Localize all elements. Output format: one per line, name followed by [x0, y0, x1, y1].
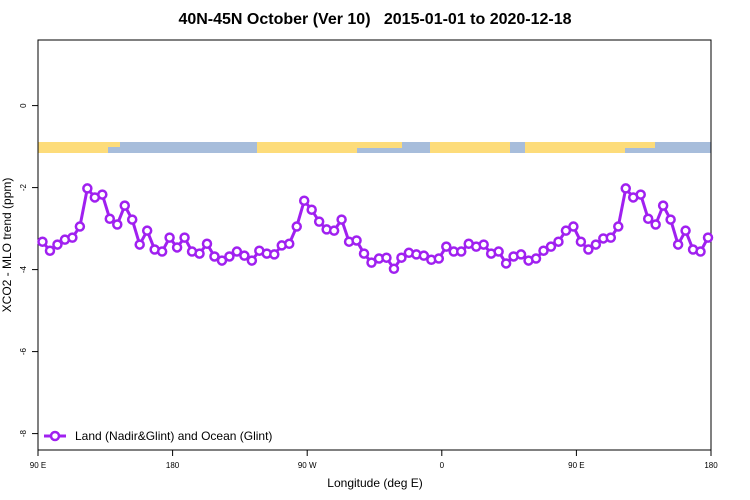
data-point	[538, 245, 549, 256]
data-point	[313, 216, 325, 227]
data-point	[575, 236, 587, 247]
land-ocean-strip	[38, 142, 711, 153]
chart-title: 40N-45N October (Ver 10) 2015-01-01 to 2…	[178, 11, 571, 28]
data-point	[605, 232, 617, 243]
y-axis-label: XCO2 - MLO trend (ppm)	[0, 178, 14, 313]
data-point	[156, 246, 168, 257]
data-point	[74, 221, 86, 232]
data-point	[328, 225, 340, 236]
data-point	[650, 219, 661, 230]
legend: Land (Nadir&Glint) and Ocean (Glint)	[44, 429, 272, 443]
y-tick-label: -4	[19, 265, 28, 273]
data-point	[141, 225, 153, 236]
plot-frame	[37, 39, 712, 451]
data-point	[351, 235, 362, 246]
data-point	[82, 183, 93, 194]
data-point	[216, 255, 228, 266]
data-point	[126, 214, 138, 225]
x-tick-label: 90 E	[30, 461, 46, 470]
data-point	[44, 245, 56, 256]
data-point	[112, 219, 123, 230]
data-point	[37, 236, 48, 247]
data-point	[590, 239, 602, 250]
data-point	[553, 236, 564, 247]
x-tick-label: 180	[704, 461, 718, 470]
data-point	[52, 239, 63, 250]
data-point	[500, 258, 512, 269]
data-point	[119, 200, 130, 211]
legend-label: Land (Nadir&Glint) and Ocean (Glint)	[75, 429, 272, 443]
x-tick-label: 0	[440, 461, 445, 470]
data-point	[441, 241, 452, 252]
data-point	[358, 248, 370, 259]
data-point	[568, 221, 579, 232]
data-point	[388, 263, 400, 275]
data-point	[680, 225, 691, 236]
data-point	[291, 221, 302, 232]
data-point	[67, 232, 78, 243]
data-point	[657, 200, 669, 211]
data-point	[269, 249, 280, 260]
x-tick-label: 90 E	[568, 461, 584, 470]
y-tick-label: -8	[19, 429, 28, 437]
data-point	[194, 248, 205, 259]
data-point	[366, 257, 377, 268]
data-point	[171, 242, 183, 253]
legend-marker	[49, 430, 61, 442]
data-point	[695, 246, 706, 257]
x-tick-label: 90 W	[298, 461, 317, 470]
y-tick-label: -6	[19, 347, 28, 355]
data-point	[702, 232, 714, 243]
data-point	[239, 250, 250, 261]
data-point	[231, 246, 243, 257]
x-axis-label: Longitude (deg E)	[327, 476, 422, 490]
data-point	[672, 239, 684, 250]
y-tick-label: -2	[19, 183, 28, 191]
data-point	[336, 214, 347, 225]
data-point	[97, 189, 108, 200]
data-point	[478, 239, 489, 250]
data-point	[433, 253, 445, 264]
data-point	[635, 189, 646, 200]
data-point	[396, 252, 407, 263]
data-point	[298, 195, 310, 206]
data-point	[620, 183, 632, 194]
data-point	[246, 255, 258, 266]
data-point	[665, 214, 676, 225]
data-point	[134, 239, 145, 250]
data-point	[104, 213, 116, 225]
data-point	[418, 250, 430, 261]
data-point	[201, 238, 213, 250]
data-point	[560, 225, 572, 236]
data-point	[284, 238, 295, 250]
data-point	[224, 251, 235, 262]
data-point	[164, 232, 175, 243]
x-tick-label: 180	[166, 461, 180, 470]
data-point	[306, 204, 317, 215]
data-point	[515, 249, 527, 260]
data-point	[613, 221, 624, 232]
data-point	[583, 244, 594, 255]
y-tick-label: 0	[19, 103, 28, 108]
data-point	[381, 252, 392, 263]
data-point	[179, 232, 190, 243]
data-point	[530, 253, 542, 264]
data-point	[642, 213, 654, 225]
data-point	[493, 246, 504, 257]
data-point	[209, 251, 220, 262]
data-point	[545, 241, 557, 252]
data-point	[455, 246, 467, 257]
